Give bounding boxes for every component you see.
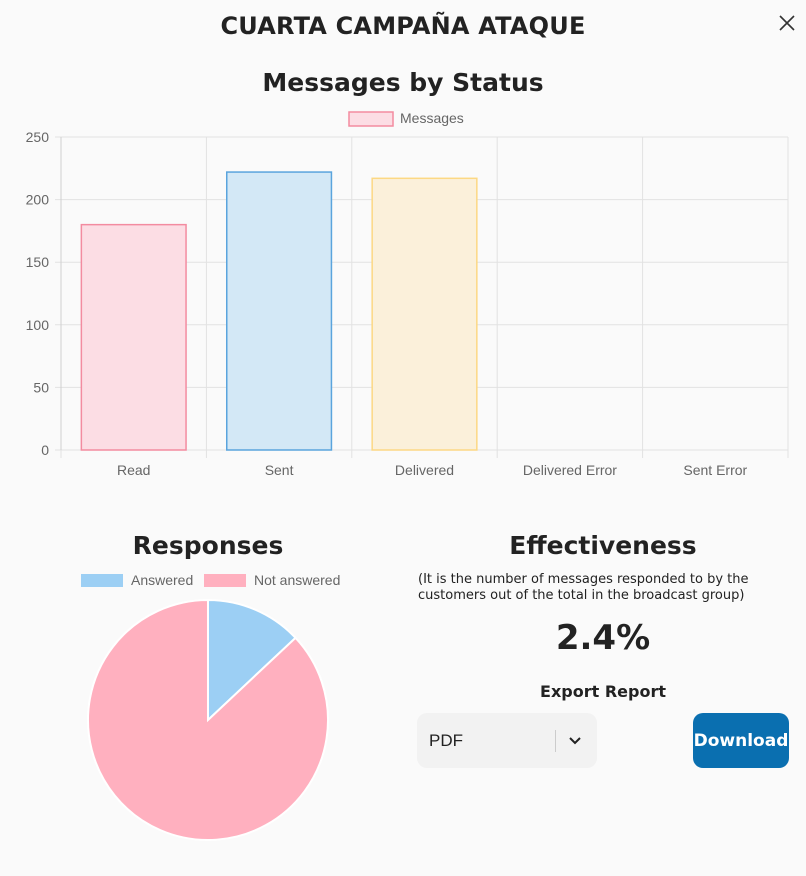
y-tick-label: 100 <box>26 317 50 333</box>
y-tick-label: 200 <box>26 192 50 208</box>
close-icon[interactable] <box>776 12 798 34</box>
modal-title: CUARTA CAMPAÑA ATAQUE <box>220 12 586 40</box>
y-tick-label: 0 <box>41 442 49 458</box>
legend-swatch <box>348 111 394 127</box>
bar-read <box>80 223 187 451</box>
download-button[interactable]: Download <box>693 713 789 768</box>
y-tick-label: 250 <box>26 129 50 145</box>
export-format-value: PDF <box>429 731 463 750</box>
select-divider <box>555 730 556 752</box>
chevron-down-icon <box>569 737 581 745</box>
bar-chart-title: Messages by Status <box>262 68 544 97</box>
legend-label: Not answered <box>254 572 340 588</box>
bar-sent <box>226 171 333 451</box>
legend-label: Answered <box>131 572 193 588</box>
pie-chart-title: Responses <box>132 531 284 560</box>
pie-chart: Answered Not answered <box>81 572 340 841</box>
pie-slice-not-answered <box>87 598 329 841</box>
effectiveness-title: Effectiveness <box>509 531 697 560</box>
x-tick-label: Delivered <box>395 462 454 478</box>
export-format-select[interactable]: PDF <box>417 713 597 768</box>
y-tick-label: 50 <box>33 379 49 395</box>
x-tick-label: Sent <box>265 462 294 478</box>
y-tick-label: 150 <box>26 254 50 270</box>
x-tick-label: Delivered Error <box>523 462 617 478</box>
bar-chart: 0 50 100 150 200 250 Read Sent Delivered Delivere… <box>26 110 789 478</box>
pie-slice-answered <box>207 598 297 723</box>
legend-label: Messages <box>400 110 464 126</box>
legend-swatch <box>81 574 123 587</box>
effectiveness-value: 2.4% <box>555 618 651 658</box>
bar-delivered <box>371 177 478 451</box>
effectiveness-description: (It is the number of messages responded … <box>418 572 749 603</box>
legend-swatch <box>204 574 246 587</box>
x-tick-label: Sent Error <box>683 462 747 478</box>
x-tick-label: Read <box>117 462 150 478</box>
export-report-label: Export Report <box>540 682 666 701</box>
